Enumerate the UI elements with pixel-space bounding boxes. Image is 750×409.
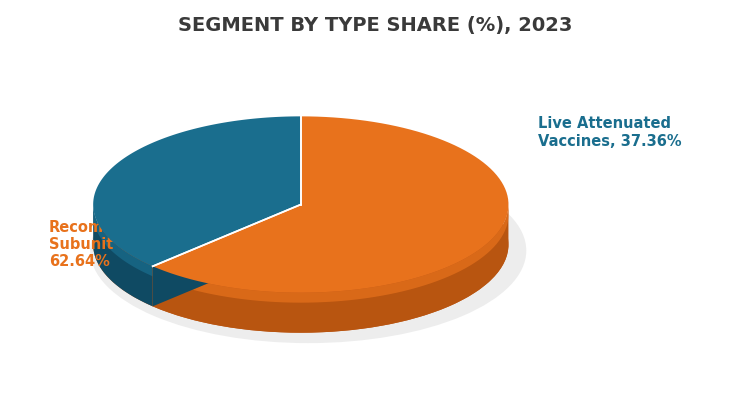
Polygon shape — [153, 116, 509, 293]
Polygon shape — [93, 206, 153, 276]
Polygon shape — [153, 207, 509, 333]
Text: Recombinant
Subunit Vaccines,
62.64%: Recombinant Subunit Vaccines, 62.64% — [49, 220, 196, 270]
Polygon shape — [153, 204, 301, 306]
Ellipse shape — [90, 158, 526, 343]
Polygon shape — [93, 116, 301, 266]
Text: Live Attenuated
Vaccines, 37.36%: Live Attenuated Vaccines, 37.36% — [538, 116, 682, 148]
Polygon shape — [153, 206, 509, 303]
Polygon shape — [93, 205, 153, 306]
Text: SEGMENT BY TYPE SHARE (%), 2023: SEGMENT BY TYPE SHARE (%), 2023 — [178, 16, 572, 35]
Polygon shape — [153, 204, 301, 306]
Ellipse shape — [93, 156, 509, 333]
